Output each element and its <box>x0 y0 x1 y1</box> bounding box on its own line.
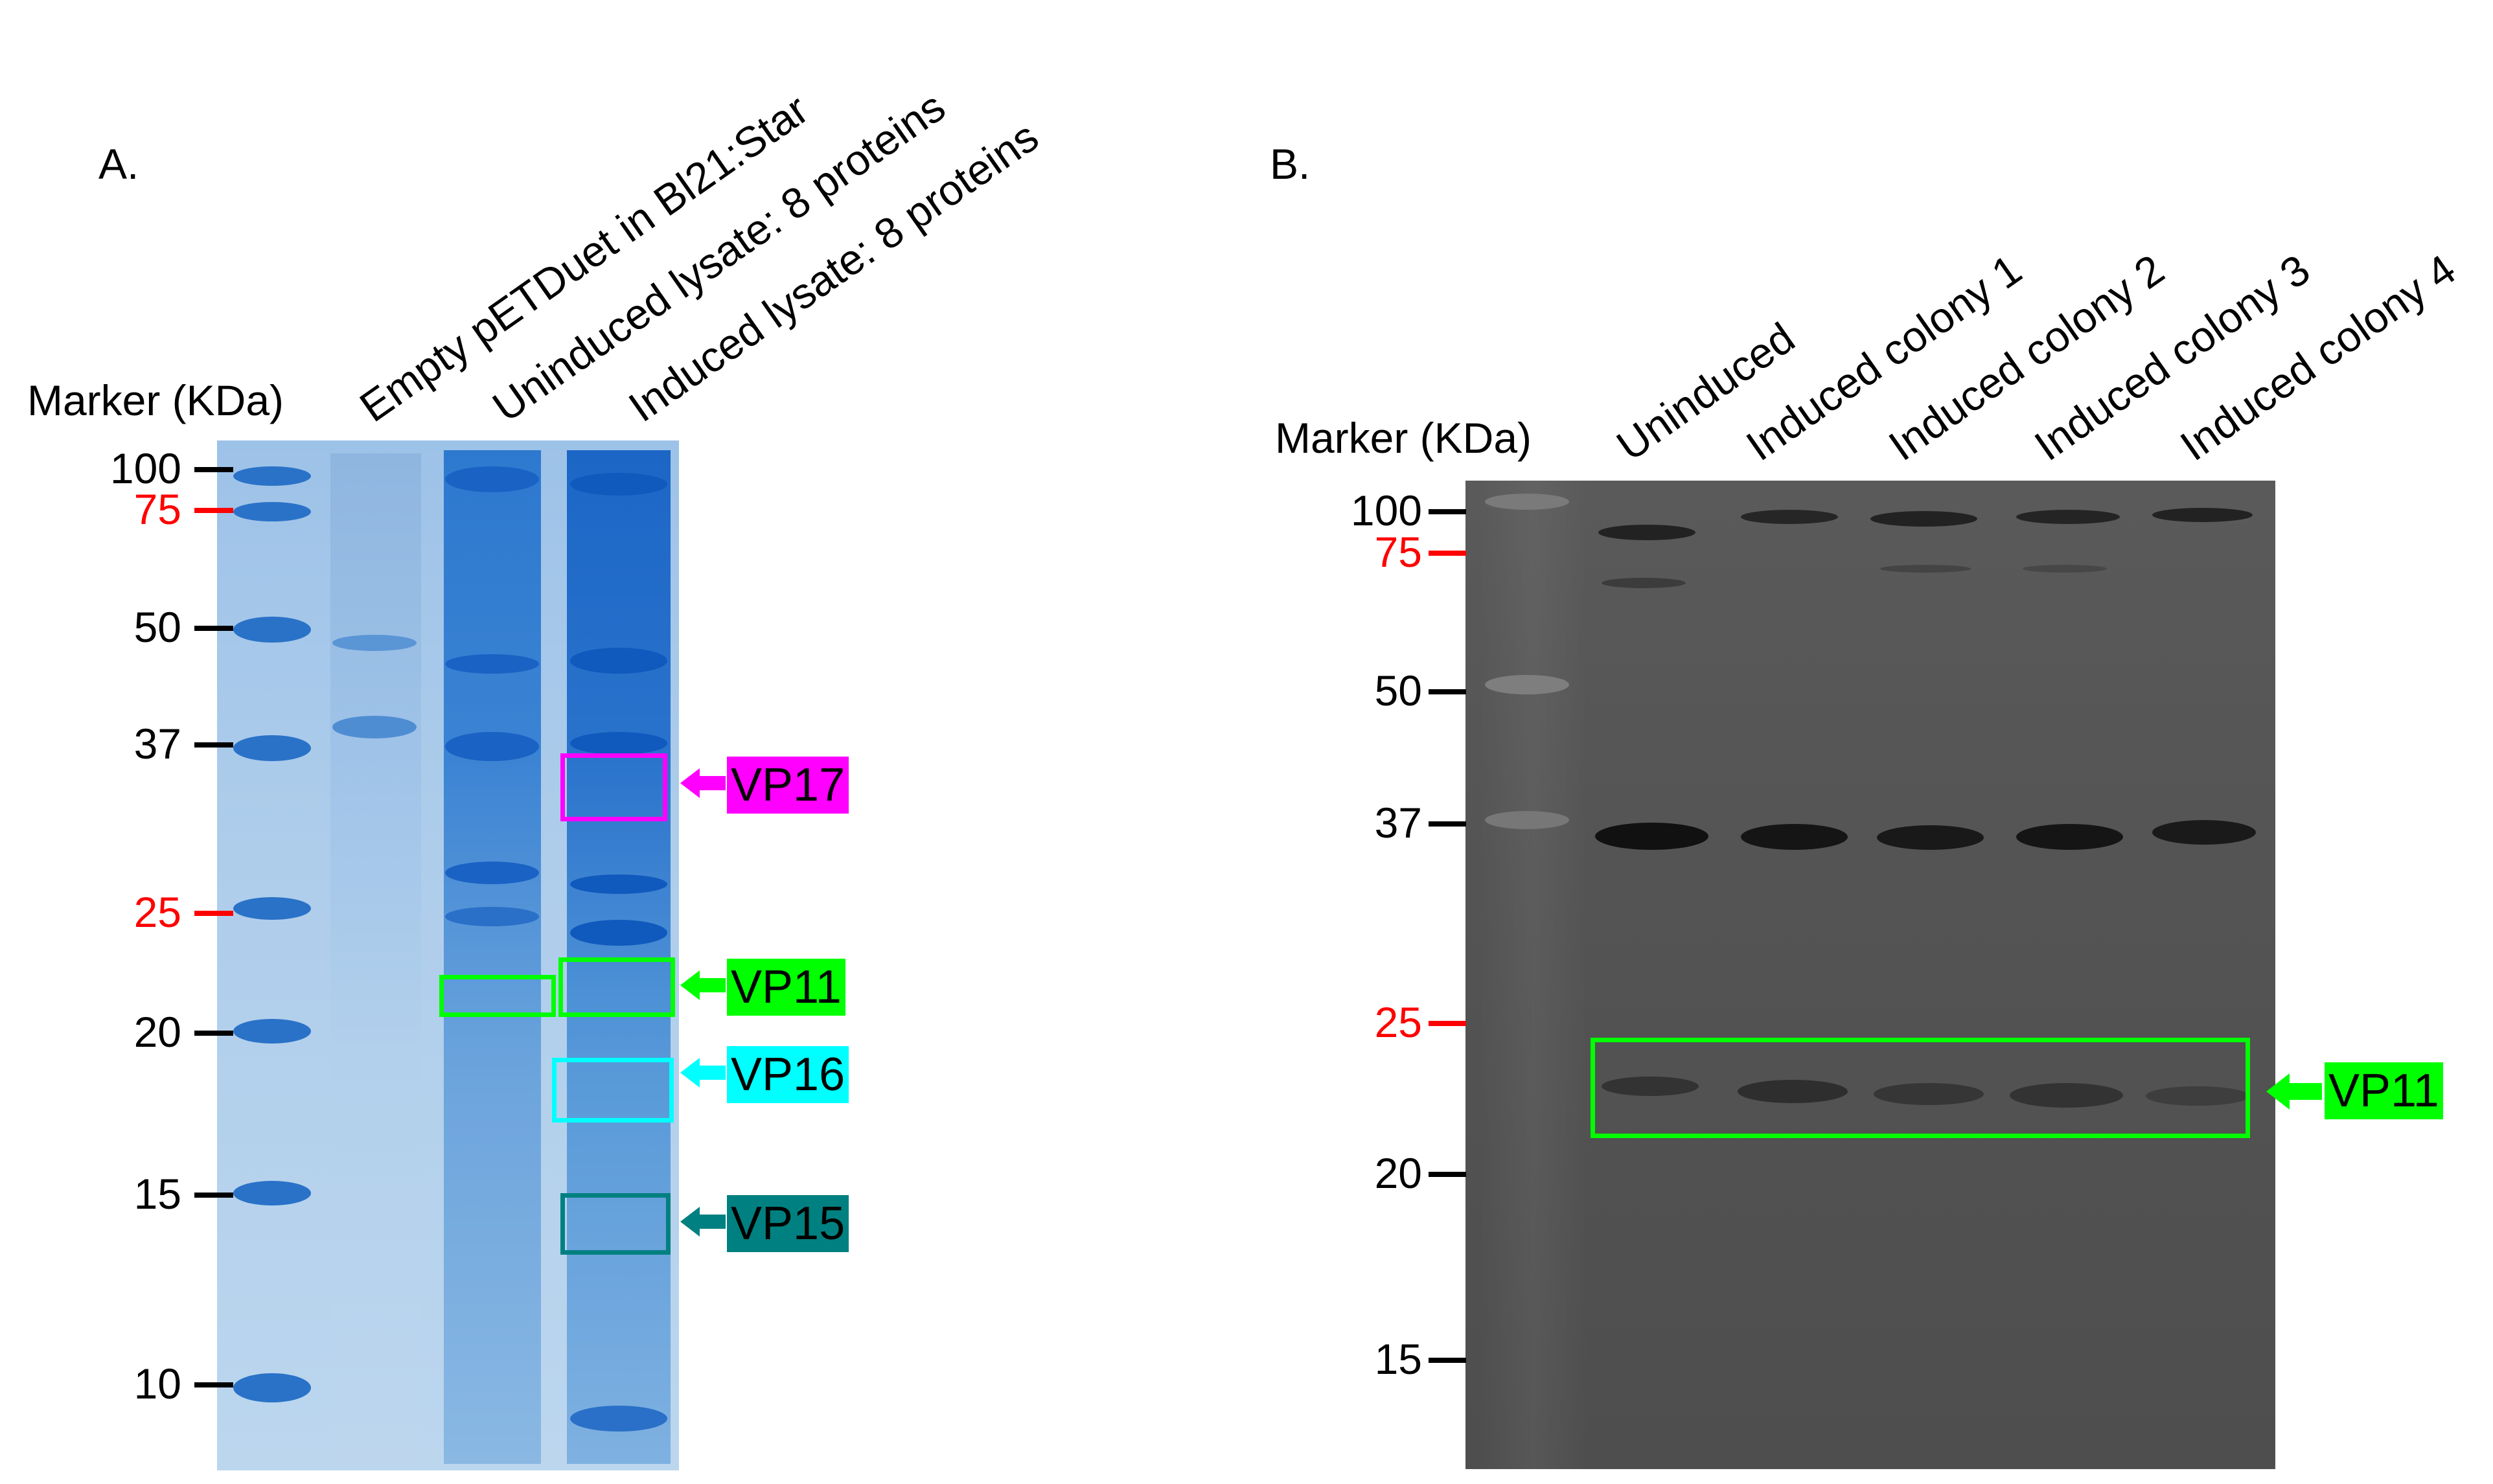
panel-b-label: B. <box>1270 140 1311 188</box>
gel-lane-induced <box>567 450 671 1464</box>
vp16-label: VP16 <box>727 1046 849 1103</box>
panel-a-mw-25: 25 <box>133 888 181 936</box>
panel-a-tick-25 <box>194 911 233 916</box>
blot-ladder-lane <box>1478 481 1589 1469</box>
blot-band <box>1870 511 1977 527</box>
panel-b-mw-20: 20 <box>1374 1149 1422 1197</box>
vp17-highlight-box <box>560 753 667 821</box>
blot-ladder-band <box>1485 494 1569 510</box>
blot-vp11-band <box>1738 1080 1848 1103</box>
panel-b-mw-50: 50 <box>1374 667 1422 714</box>
panel-a-mw-50: 50 <box>133 603 181 651</box>
gel-band <box>332 716 417 738</box>
panel-b-lane-label-colony-4: Induced colony 4 <box>2171 245 2464 470</box>
blot-vp11-band <box>2010 1083 2123 1108</box>
vp11-highlight-box-uninduced <box>439 975 556 1017</box>
panel-b-mw-100: 100 <box>1350 486 1422 534</box>
blot-band <box>1877 825 1984 850</box>
vp15-label: VP15 <box>727 1195 849 1252</box>
blot-band <box>2023 565 2107 573</box>
panel-a-mw-100: 100 <box>109 444 181 492</box>
gel-band <box>445 907 539 926</box>
panel-a-tick-75 <box>194 508 233 513</box>
vp17-arrow-icon <box>680 768 726 798</box>
panel-a-label: A. <box>98 140 139 188</box>
panel-a-mw-37: 37 <box>133 720 181 768</box>
blot-ladder-band <box>1485 675 1569 694</box>
panel-b-mw-15: 15 <box>1374 1335 1422 1383</box>
panel-a-mw-20: 20 <box>133 1008 181 1056</box>
blot-band <box>2016 510 2120 524</box>
vp11-label-b: VP11 <box>2325 1062 2443 1119</box>
panel-a-tick-15 <box>194 1193 233 1198</box>
blot-band <box>1595 823 1708 850</box>
panel-a-tick-10 <box>194 1382 233 1387</box>
vp11-arrow-icon-blot <box>2266 1073 2322 1110</box>
blot-band <box>1880 565 1971 573</box>
marker-band <box>233 1181 311 1205</box>
gel-band <box>445 862 539 884</box>
gel-band <box>570 920 667 946</box>
blot-band <box>1741 824 1848 850</box>
vp11-highlight-box-blot <box>1591 1038 2250 1138</box>
panel-b-mw-75: 75 <box>1374 528 1422 576</box>
blot-band <box>1602 578 1686 588</box>
marker-band <box>233 466 311 486</box>
coomassie-gel <box>217 440 679 1470</box>
panel-b-tick-75 <box>1429 551 1466 556</box>
vp11-arrow-icon <box>680 970 726 1000</box>
panel-a-mw-75: 75 <box>133 485 181 533</box>
panel-a-marker-title: Marker (KDa) <box>27 376 284 424</box>
gel-band <box>570 1406 667 1432</box>
blot-vp11-band <box>2146 1086 2249 1106</box>
gel-band <box>570 648 667 674</box>
vp15-arrow-icon <box>680 1207 726 1237</box>
vp15-highlight-box <box>560 1193 671 1255</box>
marker-band <box>233 617 311 643</box>
blot-ladder-band <box>1485 811 1569 829</box>
vp11-label-a: VP11 <box>727 959 845 1016</box>
panel-a-tick-20 <box>194 1031 233 1036</box>
panel-b-tick-20 <box>1429 1172 1466 1177</box>
gel-band <box>570 874 667 894</box>
blot-vp11-band <box>1602 1077 1699 1096</box>
gel-lane-uninduced <box>444 450 541 1464</box>
marker-band <box>233 897 311 920</box>
blot-band <box>1741 510 1838 524</box>
panel-b-mw-37: 37 <box>1374 799 1422 847</box>
panel-a-tick-50 <box>194 626 233 631</box>
panel-b-mw-25: 25 <box>1374 998 1422 1046</box>
gel-band <box>332 635 417 651</box>
marker-band <box>233 1373 311 1402</box>
blot-band <box>1598 525 1695 540</box>
marker-band <box>233 735 311 761</box>
panel-b-marker-title: Marker (KDa) <box>1275 414 1532 462</box>
vp16-highlight-box <box>552 1058 674 1123</box>
blot-band <box>2152 820 2256 845</box>
blot-vp11-band <box>1874 1083 1984 1105</box>
gel-band <box>570 473 667 496</box>
panel-b-tick-100 <box>1429 509 1466 514</box>
gel-lane-empty <box>330 453 421 1464</box>
panel-b-tick-50 <box>1429 689 1466 694</box>
panel-a-mw-15: 15 <box>133 1170 181 1218</box>
vp16-arrow-icon <box>680 1058 726 1088</box>
vp17-label: VP17 <box>727 757 849 814</box>
blot-band <box>2016 824 2123 850</box>
panel-b-tick-15 <box>1429 1358 1466 1363</box>
panel-b-tick-25 <box>1429 1021 1466 1026</box>
panel-a-mw-10: 10 <box>133 1360 181 1408</box>
marker-band <box>233 1019 311 1044</box>
gel-band <box>570 732 667 755</box>
gel-band <box>445 654 539 674</box>
gel-band <box>445 732 539 761</box>
panel-b-tick-37 <box>1429 821 1466 827</box>
vp11-highlight-box-induced <box>558 957 675 1017</box>
gel-band <box>445 466 539 492</box>
marker-band <box>233 502 311 521</box>
panel-a-tick-100 <box>194 467 233 472</box>
western-blot <box>1465 481 2275 1469</box>
panel-a-tick-37 <box>194 742 233 748</box>
blot-band <box>2152 508 2253 522</box>
